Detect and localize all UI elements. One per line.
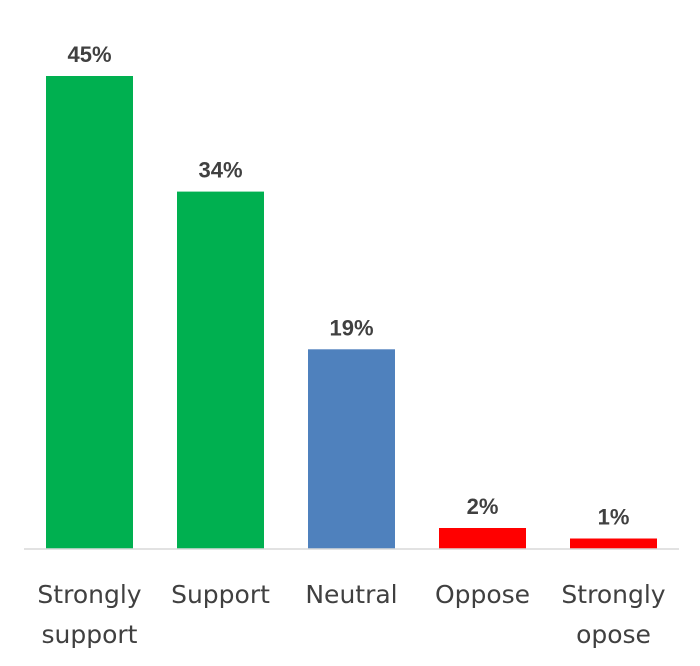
category-label-0-line-0: Strongly [37, 580, 141, 609]
data-label-4: 1% [598, 505, 630, 530]
category-label-3-line-0: Oppose [435, 580, 530, 609]
data-label-0: 45% [67, 42, 111, 67]
category-label-0-line-1: support [42, 620, 138, 649]
data-label-3: 2% [467, 494, 499, 519]
bar-3 [439, 528, 526, 549]
category-label-4-line-1: opose [576, 620, 651, 649]
bar-1 [177, 191, 264, 549]
bar-2 [308, 349, 395, 549]
category-labels-group: Strongly support Support Neutral Oppose Stron… [37, 580, 665, 649]
bars-group [46, 76, 657, 549]
bar-4 [570, 538, 657, 549]
category-label-1-line-0: Support [171, 580, 270, 609]
category-label-2-line-0: Neutral [305, 580, 397, 609]
category-label-4-line-0: Strongly [561, 580, 665, 609]
bar-0 [46, 76, 133, 549]
data-labels-group: 45% 34% 19% 2% 1% [67, 42, 629, 530]
data-label-1: 34% [198, 158, 242, 183]
data-label-2: 19% [329, 315, 373, 340]
